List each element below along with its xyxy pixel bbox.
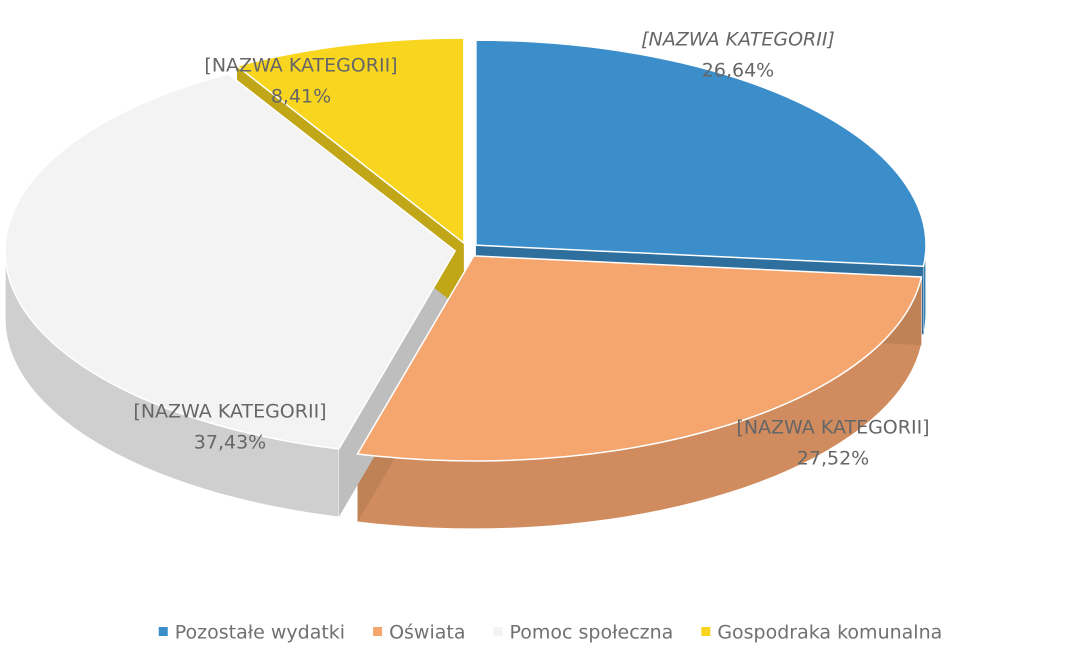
legend-marker [373, 627, 383, 636]
data-label-name: [NAZWA KATEGORII] [133, 401, 326, 423]
legend-marker [701, 627, 711, 636]
data-label-name: [NAZWA KATEGORII] [204, 55, 397, 77]
legend-label: Pozostałe wydatki [175, 622, 345, 644]
legend-marker [158, 627, 168, 636]
data-label-value: 26,64% [702, 60, 774, 82]
legend-label: Pomoc społeczna [510, 622, 674, 644]
legend-label: Oświata [389, 622, 465, 644]
slice [4, 73, 457, 450]
slice [475, 39, 927, 268]
data-label-value: 8,41% [271, 86, 331, 108]
legend: Pozostałe wydatki Oświata Pomoc społeczna G… [158, 622, 942, 644]
slice [356, 255, 923, 462]
legend-label: Gospodraka komunalna [717, 622, 942, 644]
data-label-value: 37,43% [194, 432, 266, 454]
data-label-name: [NAZWA KATEGORII] [736, 417, 929, 439]
slice [235, 37, 465, 245]
tops [4, 37, 927, 462]
data-label-value: 27,52% [797, 448, 869, 470]
legend-marker [493, 627, 503, 636]
data-label-name: [NAZWA KATEGORII] [641, 29, 835, 51]
